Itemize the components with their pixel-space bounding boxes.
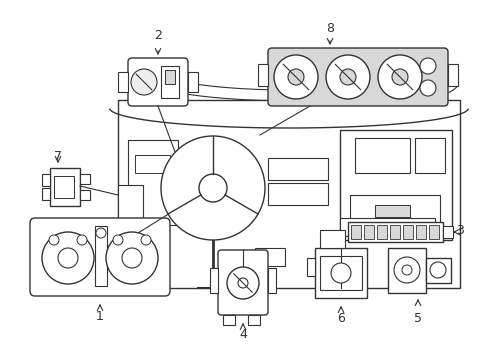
Bar	[161, 66, 179, 98]
Bar	[414, 138, 444, 173]
Text: 5: 5	[413, 311, 421, 324]
Circle shape	[339, 69, 355, 85]
Bar	[349, 195, 439, 227]
Bar	[387, 248, 425, 293]
Bar	[350, 225, 360, 239]
Text: 3: 3	[455, 224, 463, 237]
Circle shape	[161, 136, 264, 240]
Bar	[42, 174, 50, 186]
Circle shape	[226, 267, 259, 299]
FancyBboxPatch shape	[267, 48, 447, 106]
Bar	[247, 315, 260, 325]
Circle shape	[58, 248, 78, 268]
Bar	[267, 183, 327, 205]
Bar	[267, 268, 275, 293]
Circle shape	[238, 278, 247, 288]
Circle shape	[141, 235, 151, 245]
Bar	[354, 138, 409, 173]
FancyBboxPatch shape	[218, 250, 267, 315]
Circle shape	[429, 262, 445, 278]
Bar	[254, 248, 285, 266]
Circle shape	[419, 80, 435, 96]
Bar	[347, 222, 442, 242]
Bar	[339, 130, 451, 240]
Bar	[389, 225, 399, 239]
Bar	[425, 258, 450, 283]
Circle shape	[377, 55, 421, 99]
Bar	[319, 230, 345, 248]
Circle shape	[49, 235, 59, 245]
FancyBboxPatch shape	[128, 58, 187, 106]
Bar	[258, 64, 267, 86]
Circle shape	[122, 248, 142, 268]
Circle shape	[391, 69, 407, 85]
FancyBboxPatch shape	[30, 218, 170, 296]
Bar	[339, 218, 434, 236]
Text: 2: 2	[154, 28, 162, 41]
Bar	[54, 176, 74, 198]
Bar	[164, 70, 175, 84]
Bar	[42, 188, 50, 200]
Bar	[118, 100, 459, 288]
Circle shape	[330, 263, 350, 283]
Bar	[135, 155, 170, 173]
Bar	[128, 140, 178, 225]
Bar	[209, 268, 218, 293]
Bar	[95, 226, 107, 286]
Circle shape	[419, 58, 435, 74]
Text: 6: 6	[336, 311, 344, 324]
Bar	[319, 256, 361, 290]
Bar	[118, 72, 128, 92]
Bar	[267, 158, 327, 180]
Circle shape	[77, 235, 87, 245]
Bar	[428, 225, 438, 239]
Bar	[442, 226, 452, 238]
Text: 1: 1	[96, 310, 104, 323]
Bar	[363, 225, 373, 239]
Circle shape	[199, 174, 226, 202]
Bar	[118, 185, 142, 225]
Text: 7: 7	[54, 149, 62, 162]
Bar	[402, 225, 412, 239]
Bar	[374, 205, 409, 217]
Bar	[80, 174, 90, 184]
Circle shape	[113, 235, 123, 245]
Circle shape	[401, 265, 411, 275]
Circle shape	[273, 55, 317, 99]
Bar	[415, 225, 425, 239]
Bar	[223, 315, 235, 325]
Bar	[50, 168, 80, 206]
Bar	[80, 190, 90, 200]
Circle shape	[42, 232, 94, 284]
Bar	[376, 225, 386, 239]
Circle shape	[131, 69, 157, 95]
Bar	[447, 64, 457, 86]
Bar	[306, 258, 314, 276]
Circle shape	[393, 257, 419, 283]
Circle shape	[96, 228, 106, 238]
Circle shape	[325, 55, 369, 99]
Circle shape	[287, 69, 304, 85]
Circle shape	[106, 232, 158, 284]
Bar	[187, 72, 198, 92]
Text: 4: 4	[239, 328, 246, 342]
Bar	[314, 248, 366, 298]
Text: 8: 8	[325, 22, 333, 35]
